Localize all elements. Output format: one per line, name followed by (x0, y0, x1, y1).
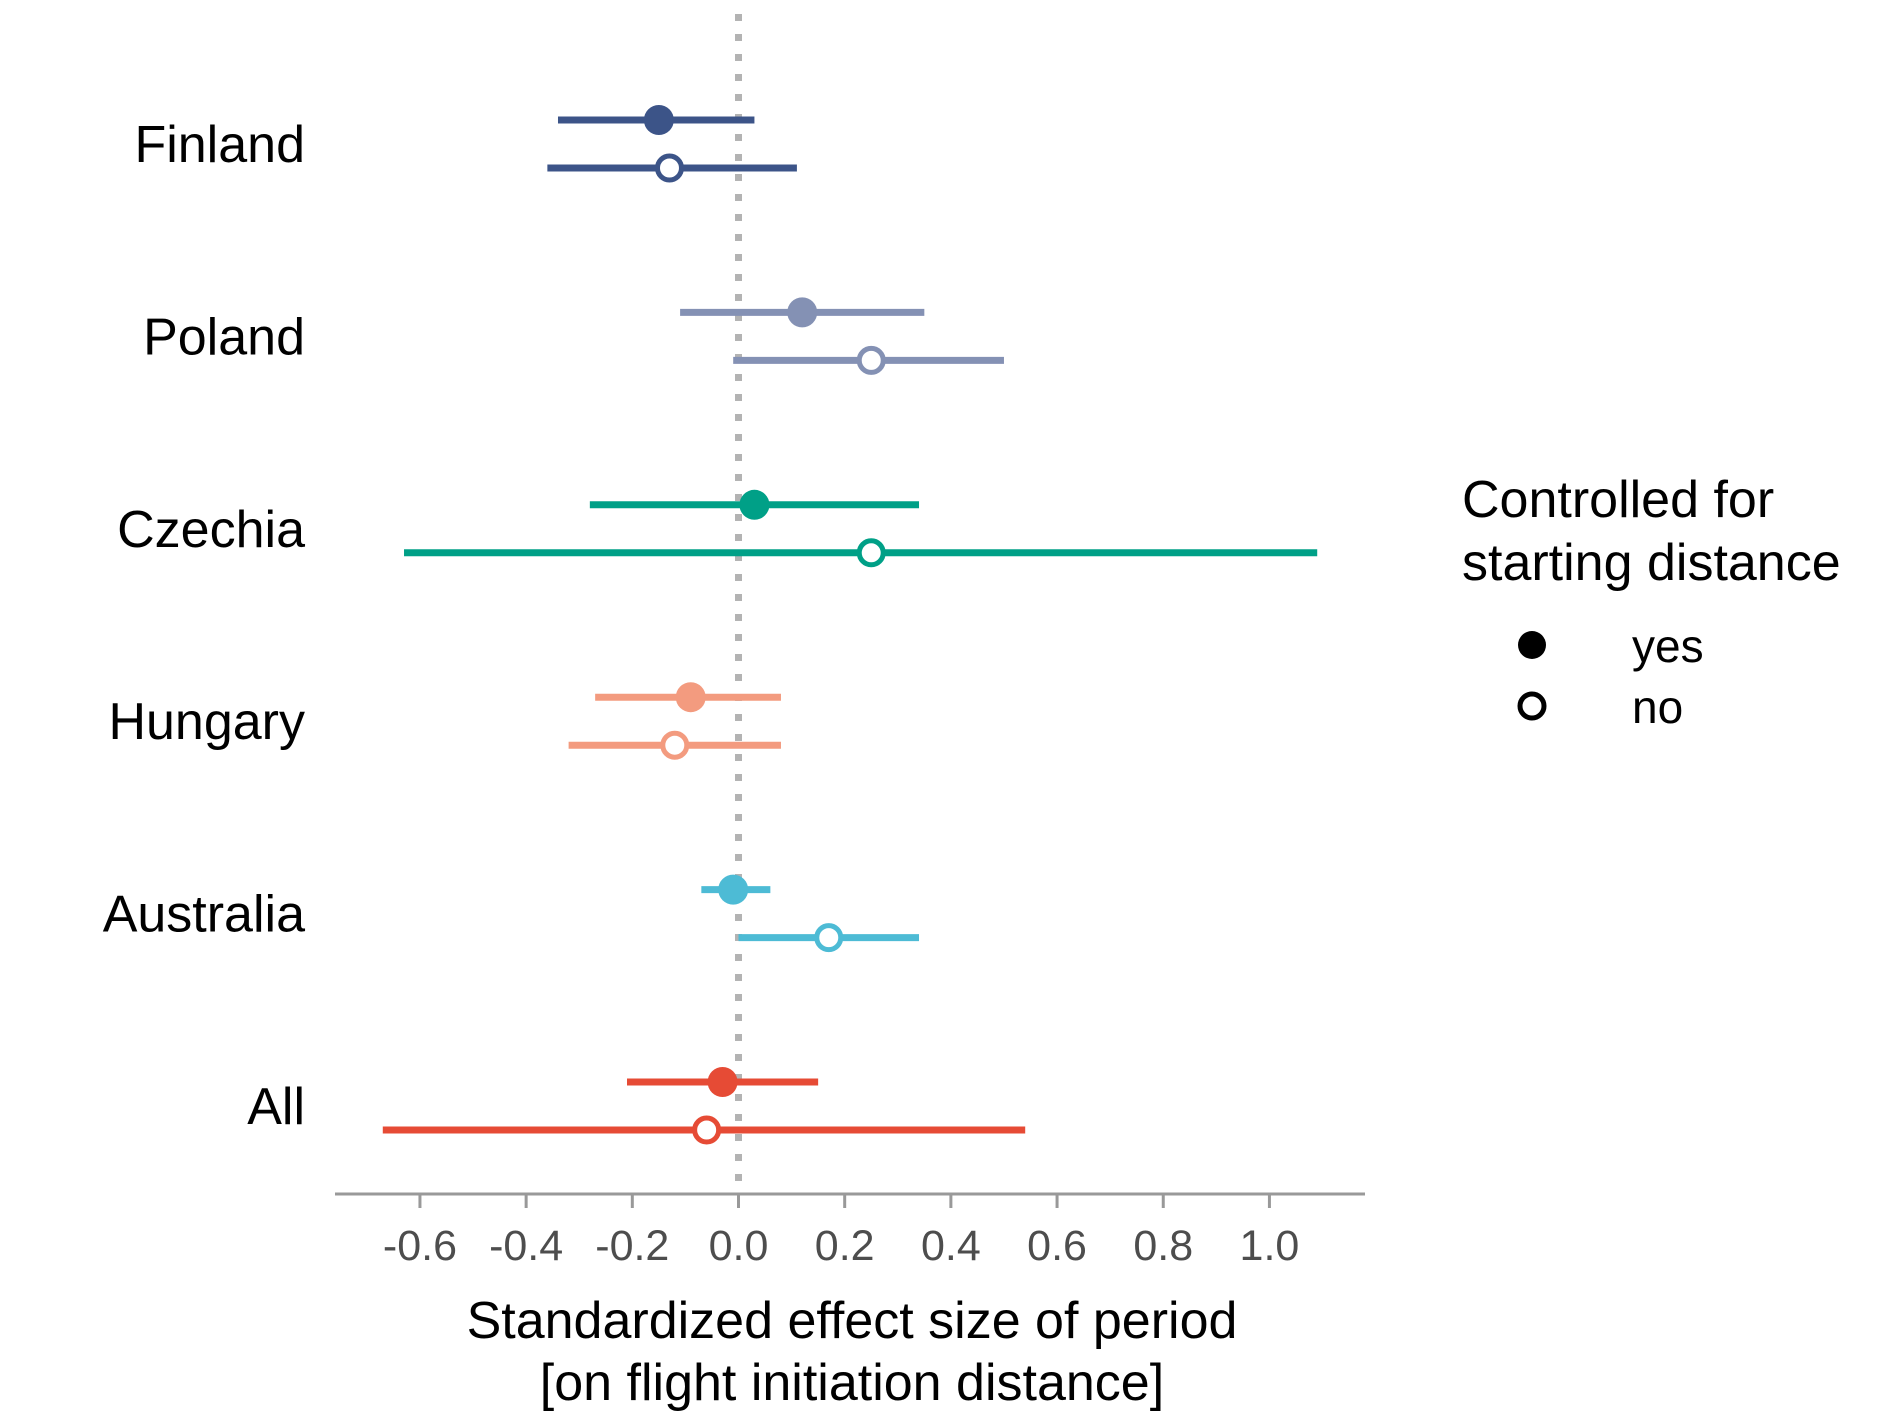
country-label-australia: Australia (103, 886, 305, 944)
x-axis: -0.6 -0.4 -0.2 0.0 0.2 0.4 0.6 0.8 1.0 (335, 1192, 1365, 1270)
x-tick-label-5: 0.4 (921, 1222, 981, 1270)
x-tick-label-6: 0.6 (1027, 1222, 1087, 1270)
x-tick-label-7: 0.8 (1133, 1222, 1193, 1270)
x-tick-label-1: -0.4 (489, 1222, 563, 1270)
point-australia-yes (718, 874, 749, 905)
legend-title-line-1: Controlled for (1462, 471, 1774, 529)
legend-open-marker (1517, 691, 1547, 721)
x-tick-label-3: 0.0 (709, 1222, 769, 1270)
legend-label-yes: yes (1632, 620, 1704, 672)
x-axis-title-line-1: Standardized effect size of period (467, 1292, 1238, 1350)
legend-title-line-2: starting distance (1462, 534, 1841, 592)
x-axis-title-line-2: [on flight initiation distance] (540, 1354, 1164, 1412)
group-hungary: Hungary (108, 682, 781, 760)
point-all-yes (707, 1067, 738, 1097)
data-layer: Finland Poland Czechia Hungary Australia All (103, 105, 1318, 1145)
x-tick-label-8: 1.0 (1240, 1222, 1300, 1270)
point-poland-yes (787, 297, 818, 328)
point-finland-no (654, 153, 684, 183)
point-all-no (692, 1115, 722, 1145)
country-label-poland: Poland (143, 308, 305, 366)
group-all: All (247, 1067, 1026, 1145)
country-label-hungary: Hungary (108, 693, 305, 751)
point-australia-no (814, 923, 844, 953)
group-australia: Australia (103, 874, 920, 953)
legend-label-no: no (1632, 681, 1683, 733)
country-label-finland: Finland (134, 116, 305, 174)
x-tick-label-0: -0.6 (383, 1222, 457, 1270)
country-label-czechia: Czechia (117, 501, 305, 559)
group-finland: Finland (134, 105, 797, 183)
country-label-all: All (247, 1078, 305, 1136)
point-hungary-yes (675, 682, 706, 713)
legend-filled-marker (1518, 631, 1546, 659)
point-finland-yes (643, 105, 674, 135)
group-czechia: Czechia (117, 489, 1318, 568)
point-hungary-no (660, 730, 690, 760)
group-poland: Poland (143, 297, 1004, 375)
x-tick-label-4: 0.2 (815, 1222, 875, 1270)
legend: Controlled for starting distance yes no (1462, 471, 1841, 733)
x-tick-label-2: -0.2 (595, 1222, 669, 1270)
point-czechia-no (856, 538, 886, 568)
point-poland-no (856, 345, 886, 375)
point-czechia-yes (739, 489, 770, 520)
